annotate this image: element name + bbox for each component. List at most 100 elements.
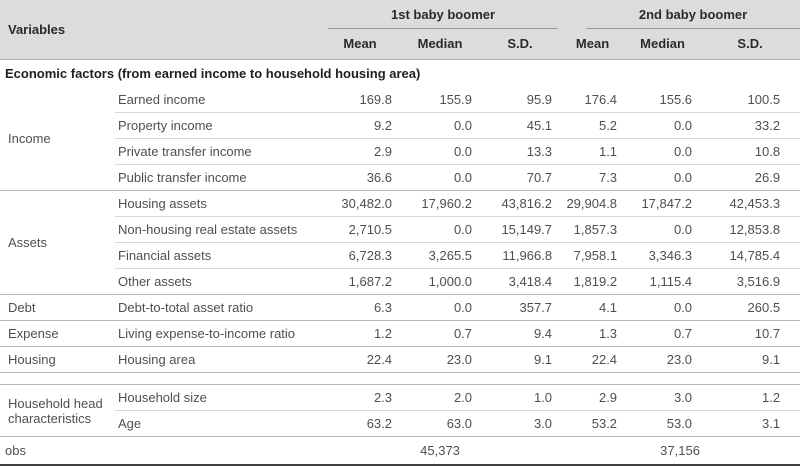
value-cell: 2.0 [400,384,481,411]
value-cell: 155.6 [659,92,693,107]
row-label: Age [115,410,321,437]
value-cell: 6,728.3 [320,242,401,269]
value-cell: 176.4 [584,92,618,107]
value-cell: 63.0 [400,410,481,437]
col-header-mean-2: Mean [560,29,626,60]
group-header-label: 1st baby boomer [328,0,559,29]
value-cell: 70.7 [480,164,561,191]
value-cell: 53.2 [560,410,626,437]
group-header-label: 2nd baby boomer [586,0,800,29]
spacer-row [0,372,800,385]
row-label: Public transfer income [115,164,321,191]
value-cell: 0.0 [625,112,701,139]
group-label-housing: Housing [0,346,115,373]
value-cell: 9.4 [480,320,561,347]
variables-header: Variables [0,0,321,60]
row-label: Household size [115,384,321,411]
value-cell: 0.0 [625,164,701,191]
value-cell: 26.9 [700,164,800,191]
row-label: Private transfer income [115,138,321,165]
value-cell: 1.0 [480,384,561,411]
row-label: Housing assets [115,190,321,217]
table-row: Property income 9.2 0.0 45.1 5.2 0.0 33.… [0,112,800,139]
value-cell: 15,149.7 [480,216,561,243]
value-cell: 169.8 [359,92,393,107]
value-cell: 1.2 [320,320,401,347]
value-cell: 13.3 [480,138,561,165]
value-cell: 5.2 [560,112,626,139]
value-cell: 1,687.2 [320,268,401,295]
value-cell: 3.1 [700,410,800,437]
value-cell: 260.5 [700,294,800,321]
value-cell: 33.2 [700,112,800,139]
value-cell: 63.2 [320,410,401,437]
value-cell: 23.0 [400,346,481,373]
group-label-expense: Expense [0,320,115,347]
value-cell: 0.0 [625,138,701,165]
value-cell: 45.1 [480,112,561,139]
value-cell: 53.0 [625,410,701,437]
value-cell: 9.2 [320,112,401,139]
table-row: Age 63.2 63.0 3.0 53.2 53.0 3.1 [0,410,800,437]
row-label: Property income [115,112,321,139]
row-label: Other assets [115,268,321,295]
value-cell: 3,346.3 [625,242,701,269]
col-header-mean-1: Mean [320,29,401,60]
value-cell: 1.1 [560,138,626,165]
row-label: Non-housing real estate assets [115,216,321,243]
row-label: Housing area [115,346,321,373]
value-cell: 43,816.2 [480,190,561,217]
value-cell: 3,265.5 [400,242,481,269]
value-cell: 3,516.9 [700,268,800,295]
value-cell: 2,710.5 [320,216,401,243]
spacer-cell [0,372,800,385]
value-cell: 0.0 [625,216,701,243]
value-cell: 1,115.4 [625,268,701,295]
value-cell: 155.9 [439,92,473,107]
value-cell: 6.3 [320,294,401,321]
value-cell: 3,418.4 [480,268,561,295]
value-cell: 3.0 [480,410,561,437]
value-cell: 100.5 [747,92,781,107]
value-cell: 1.3 [560,320,626,347]
group-label-debt: Debt [0,294,115,321]
header-row-stats: Mean Median S.D. Mean Median S.D. [0,29,800,60]
col-header-sd-1: S.D. [480,29,561,60]
value-cell: 0.0 [400,138,481,165]
row-label: Living expense-to-income ratio [115,320,321,347]
value-cell: 95.9 [526,92,553,107]
table-row: Public transfer income 36.6 0.0 70.7 7.3… [0,164,800,191]
value-cell: 2.3 [320,384,401,411]
header-row-groups: Variables 1st baby boomer 2nd baby boome… [0,0,800,60]
value-cell: 22.4 [320,346,401,373]
value-cell: 0.7 [625,320,701,347]
table-row: Private transfer income 2.9 0.0 13.3 1.1… [0,138,800,165]
value-cell: 3.0 [625,384,701,411]
value-cell: 7,958.1 [560,242,626,269]
group-label-assets: Assets [0,190,115,295]
value-cell: 23.0 [625,346,701,373]
group-header-2nd-baby-boomer: 2nd baby boomer [560,0,800,29]
value-cell: 4.1 [560,294,626,321]
value-cell: 357.7 [480,294,561,321]
value-cell: 0.0 [400,112,481,139]
value-cell: 29,904.8 [560,190,626,217]
value-cell: 9.1 [480,346,561,373]
table-row: Assets Housing assets 30,482.0 17,960.2 … [0,190,800,295]
value-cell: 42,453.3 [700,190,800,217]
table-row: Other assets 1,687.2 1,000.0 3,418.4 1,8… [0,268,800,295]
value-cell: 11,966.8 [480,242,561,269]
value-cell: 10.8 [700,138,800,165]
group-label-household-head-characteristics: Household head characteristics [0,384,115,437]
value-cell: 9.1 [700,346,800,373]
value-cell: 17,847.2 [625,190,701,217]
row-label: Earned income [118,92,206,107]
value-cell: 12,853.8 [700,216,800,243]
row-label: Financial assets [115,242,321,269]
value-cell: 36.6 [320,164,401,191]
value-cell: 2.9 [320,138,401,165]
section-header-row: Economic factors (from earned income to … [0,60,800,88]
value-cell: 1,819.2 [560,268,626,295]
value-cell: 1,000.0 [400,268,481,295]
